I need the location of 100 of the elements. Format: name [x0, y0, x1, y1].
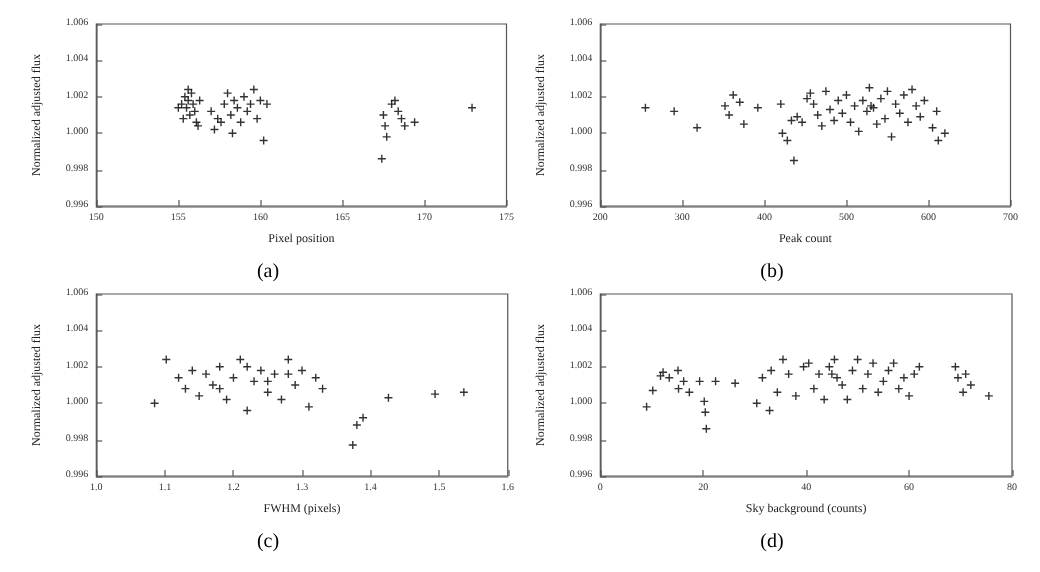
point	[789, 155, 799, 166]
point	[899, 90, 909, 100]
point	[249, 84, 259, 95]
point	[269, 369, 280, 379]
point	[348, 440, 358, 450]
point	[888, 358, 899, 368]
point	[753, 103, 763, 113]
point	[739, 119, 749, 129]
point	[821, 86, 831, 97]
point	[185, 110, 195, 120]
point	[880, 113, 890, 124]
point	[249, 376, 259, 387]
point	[791, 391, 801, 401]
point	[776, 99, 786, 109]
point	[188, 99, 198, 109]
point	[809, 383, 819, 394]
point	[692, 123, 702, 133]
point	[911, 101, 921, 111]
point	[872, 119, 882, 129]
point	[262, 99, 272, 109]
point	[903, 117, 913, 127]
point	[849, 101, 860, 111]
point	[876, 93, 886, 104]
point	[430, 389, 440, 399]
point	[950, 362, 961, 372]
point	[297, 365, 307, 376]
point	[915, 112, 925, 122]
point	[641, 402, 652, 412]
text: (d)	[760, 531, 784, 553]
point	[984, 391, 994, 401]
point	[219, 99, 229, 109]
point	[400, 121, 410, 131]
point	[808, 99, 819, 109]
point	[792, 112, 802, 122]
point	[378, 110, 389, 120]
point	[222, 88, 233, 98]
text: (b)	[760, 261, 784, 283]
point	[766, 365, 776, 376]
point	[825, 104, 835, 115]
point	[669, 106, 679, 117]
point	[824, 362, 835, 372]
point	[245, 99, 256, 109]
point	[208, 380, 218, 390]
text: (c)	[256, 531, 280, 553]
point	[783, 369, 794, 379]
point	[804, 358, 814, 368]
point	[215, 362, 225, 372]
point	[242, 405, 252, 416]
point	[380, 121, 390, 131]
point	[966, 380, 976, 390]
point	[459, 387, 469, 397]
point	[352, 420, 362, 430]
point	[899, 373, 909, 383]
point	[829, 115, 839, 126]
point	[206, 106, 216, 117]
point	[242, 362, 252, 372]
point	[180, 92, 190, 102]
point	[802, 93, 812, 104]
point	[914, 362, 925, 372]
point	[827, 369, 837, 379]
point	[858, 95, 868, 106]
point	[814, 369, 824, 379]
point	[673, 365, 683, 376]
point	[904, 391, 914, 401]
point	[239, 92, 249, 102]
point	[863, 369, 873, 379]
point	[868, 358, 878, 368]
point	[358, 413, 368, 423]
point	[778, 354, 788, 365]
point	[862, 106, 872, 117]
point	[958, 387, 968, 397]
point	[805, 88, 816, 98]
point	[837, 108, 848, 118]
point	[841, 90, 852, 100]
point	[201, 369, 211, 379]
point	[382, 132, 392, 142]
point	[283, 369, 294, 379]
point	[304, 402, 314, 412]
point	[873, 387, 883, 397]
point	[256, 365, 266, 376]
point	[728, 90, 738, 100]
point	[817, 121, 827, 131]
point	[290, 380, 300, 390]
point	[194, 391, 204, 401]
point	[252, 113, 262, 124]
point	[907, 84, 917, 95]
point	[467, 103, 477, 113]
point	[730, 378, 740, 388]
point	[960, 369, 971, 379]
point	[798, 362, 809, 372]
point	[953, 373, 963, 383]
point	[886, 132, 897, 142]
point	[819, 394, 829, 405]
point	[226, 110, 236, 120]
point	[940, 128, 950, 138]
point	[837, 380, 847, 390]
point	[797, 117, 807, 127]
point	[183, 95, 193, 106]
point	[229, 95, 239, 106]
point	[909, 369, 919, 379]
